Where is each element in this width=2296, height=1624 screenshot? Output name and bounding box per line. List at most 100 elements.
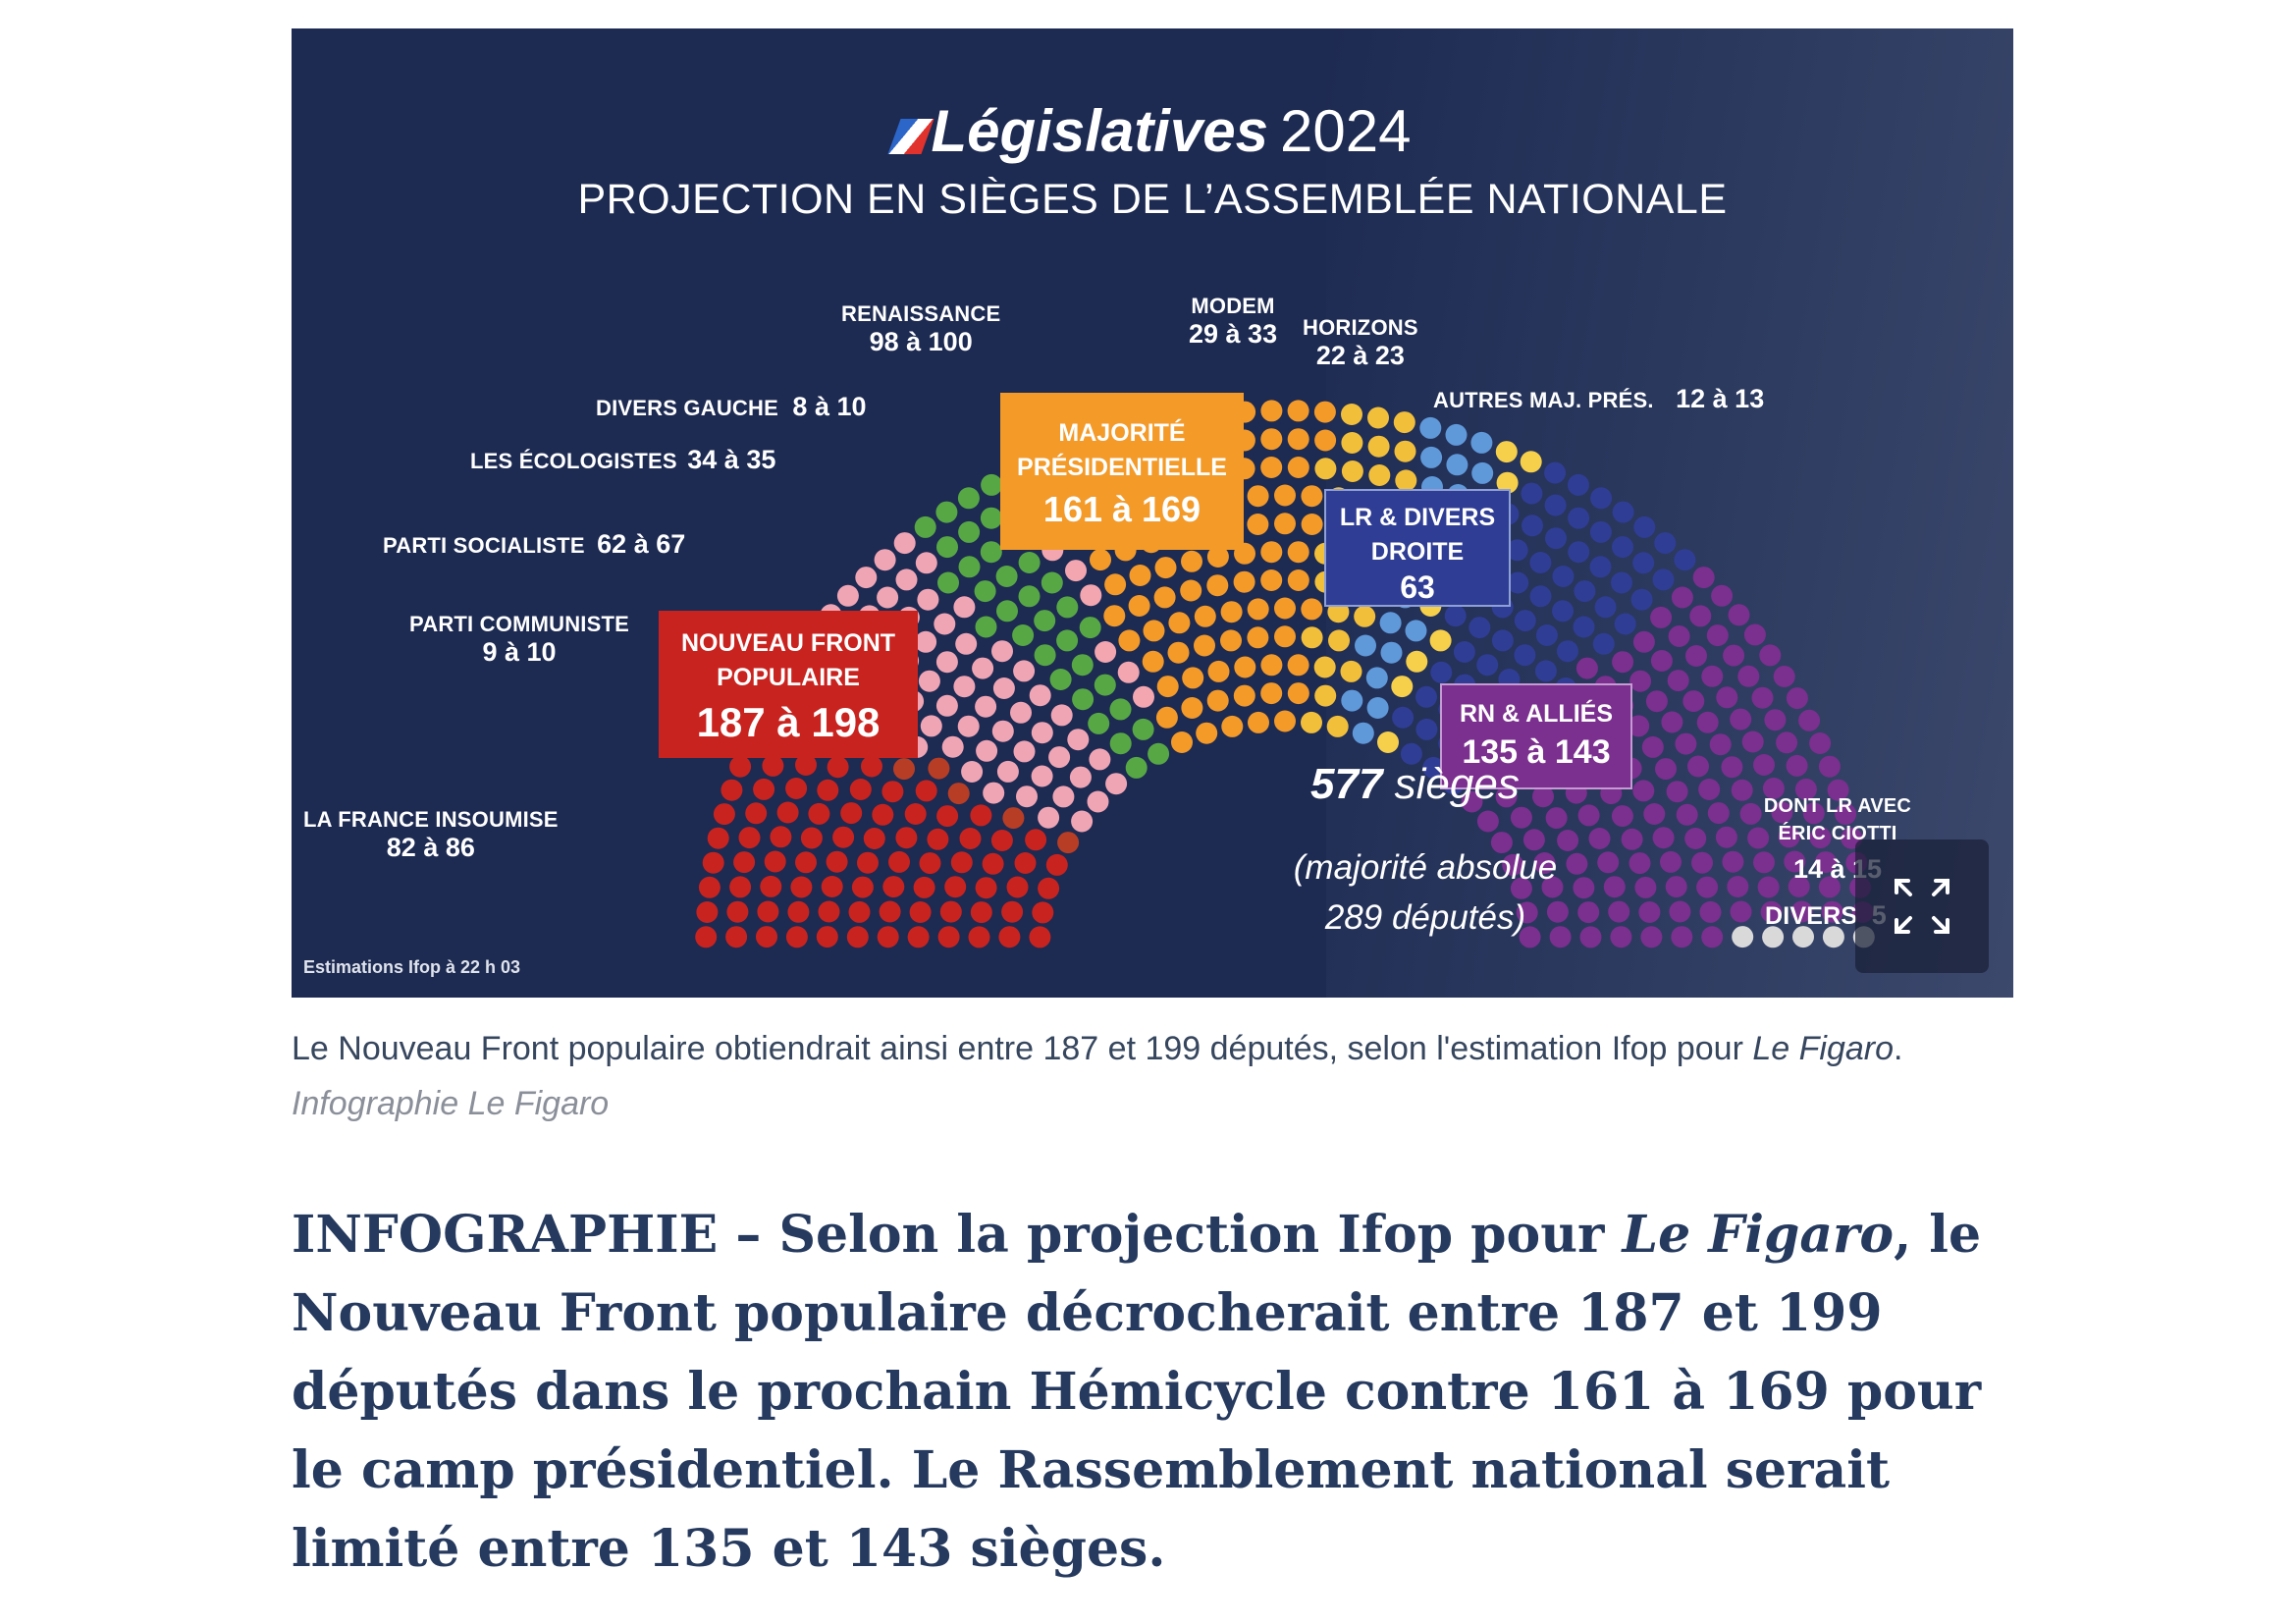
seat-dot bbox=[1366, 697, 1389, 719]
seat-dot bbox=[826, 850, 848, 873]
seat-dot bbox=[808, 802, 830, 825]
seat-dot bbox=[1792, 926, 1814, 948]
seat-dot bbox=[1052, 785, 1075, 808]
seat-dot bbox=[756, 926, 777, 948]
seat-dot bbox=[1368, 464, 1391, 486]
seat-dot bbox=[914, 515, 936, 538]
seat-dot bbox=[1573, 616, 1595, 638]
seat-dot bbox=[1730, 708, 1752, 731]
seat-dot bbox=[972, 657, 994, 679]
seat-dot bbox=[1365, 667, 1388, 689]
seat-dot bbox=[1762, 778, 1785, 799]
seat-dot bbox=[827, 756, 849, 779]
seat-dot bbox=[1089, 748, 1111, 771]
seat-dot bbox=[1674, 549, 1696, 571]
label-france-insoumise: LA FRANCE INSOUMISE 82 à 86 bbox=[303, 807, 559, 862]
seat-dot bbox=[1608, 900, 1630, 923]
seat-dot bbox=[1156, 676, 1179, 698]
seat-dot bbox=[937, 571, 959, 594]
infographic-title: Législatives 2024 bbox=[292, 97, 2013, 165]
seat-dot bbox=[1495, 441, 1518, 463]
seat-dot bbox=[998, 926, 1021, 948]
seat-dot bbox=[1125, 756, 1148, 779]
seat-dot bbox=[757, 900, 779, 923]
seat-dot bbox=[990, 830, 1013, 851]
seat-dot bbox=[725, 926, 748, 948]
seat-dot bbox=[1545, 807, 1568, 830]
seat-dot bbox=[1721, 756, 1743, 779]
seat-dot bbox=[733, 851, 756, 874]
seat-dot bbox=[1392, 706, 1415, 729]
seat-dot bbox=[1577, 901, 1600, 924]
title-main: Législatives bbox=[931, 98, 1269, 164]
seat-dot bbox=[937, 926, 960, 948]
seat-dot bbox=[1419, 416, 1442, 439]
seat-dot bbox=[1709, 733, 1732, 756]
seat-dot bbox=[1132, 718, 1154, 740]
seat-dot bbox=[1260, 682, 1283, 705]
seat-dot bbox=[764, 850, 786, 873]
seat-dot bbox=[1715, 826, 1737, 848]
seat-dot bbox=[729, 755, 752, 778]
seat-dot bbox=[1722, 850, 1744, 873]
seat-dot bbox=[1567, 473, 1589, 496]
seat-dot bbox=[1786, 687, 1808, 710]
seat-dot bbox=[1010, 701, 1032, 724]
seat-dot bbox=[1180, 579, 1202, 602]
expand-image-button[interactable] bbox=[1855, 839, 1989, 973]
seat-dot bbox=[1018, 552, 1041, 573]
seat-dot bbox=[975, 616, 997, 638]
seat-dot bbox=[1109, 698, 1132, 721]
seat-dot bbox=[1552, 566, 1575, 587]
seat-dot bbox=[983, 782, 1005, 804]
seat-dot bbox=[738, 827, 761, 849]
seat-dot bbox=[950, 851, 973, 874]
seat-dot bbox=[1012, 624, 1035, 646]
seat-dot bbox=[1711, 584, 1734, 607]
seat-dot bbox=[1589, 556, 1612, 578]
seat-dot bbox=[1809, 827, 1832, 849]
seat-dot bbox=[935, 651, 958, 674]
seat-dot bbox=[785, 926, 808, 948]
bloc-box-nfp: NOUVEAU FRONT POPULAIRE 187 à 198 bbox=[659, 611, 918, 758]
seat-dot bbox=[1014, 852, 1037, 874]
seat-dot bbox=[1645, 690, 1668, 713]
seat-dot bbox=[1667, 670, 1689, 692]
seat-dot bbox=[1206, 689, 1229, 712]
seat-dot bbox=[1685, 645, 1707, 667]
seat-dot bbox=[1650, 606, 1673, 628]
seat-dot bbox=[1541, 876, 1564, 898]
seat-dot bbox=[1057, 832, 1080, 854]
seat-dot bbox=[1794, 778, 1817, 800]
seat-dot bbox=[1822, 926, 1844, 948]
seat-dot bbox=[1013, 660, 1036, 682]
seat-dot bbox=[909, 901, 932, 923]
seat-dot bbox=[1206, 546, 1229, 568]
seat-dot bbox=[1071, 810, 1094, 833]
seat-dot bbox=[919, 852, 941, 875]
seat-dot bbox=[1684, 828, 1707, 849]
seat-dot bbox=[1148, 742, 1170, 765]
seat-dot bbox=[1666, 781, 1688, 803]
seat-dot bbox=[821, 876, 843, 897]
label-renaissance: RENAISSANCE 98 à 100 bbox=[841, 301, 1001, 356]
seat-dot bbox=[1476, 654, 1499, 677]
seat-dot bbox=[991, 640, 1013, 663]
seat-dot bbox=[1728, 604, 1750, 626]
seat-dot bbox=[1731, 779, 1753, 801]
seat-dot bbox=[855, 567, 878, 589]
seat-dot bbox=[1045, 853, 1068, 876]
seat-dot bbox=[832, 826, 855, 848]
seat-dot bbox=[991, 720, 1014, 742]
seat-dot bbox=[790, 876, 813, 898]
seat-dot bbox=[776, 801, 799, 824]
seat-dot bbox=[958, 556, 981, 578]
seat-dot bbox=[1654, 532, 1677, 555]
seat-dot bbox=[920, 715, 942, 737]
seat-dot bbox=[915, 630, 937, 653]
seat-dot bbox=[1056, 629, 1079, 652]
seat-dot bbox=[1520, 451, 1542, 473]
seat-dot bbox=[918, 670, 940, 692]
seat-dot bbox=[1471, 461, 1494, 484]
seat-dot bbox=[707, 827, 729, 849]
